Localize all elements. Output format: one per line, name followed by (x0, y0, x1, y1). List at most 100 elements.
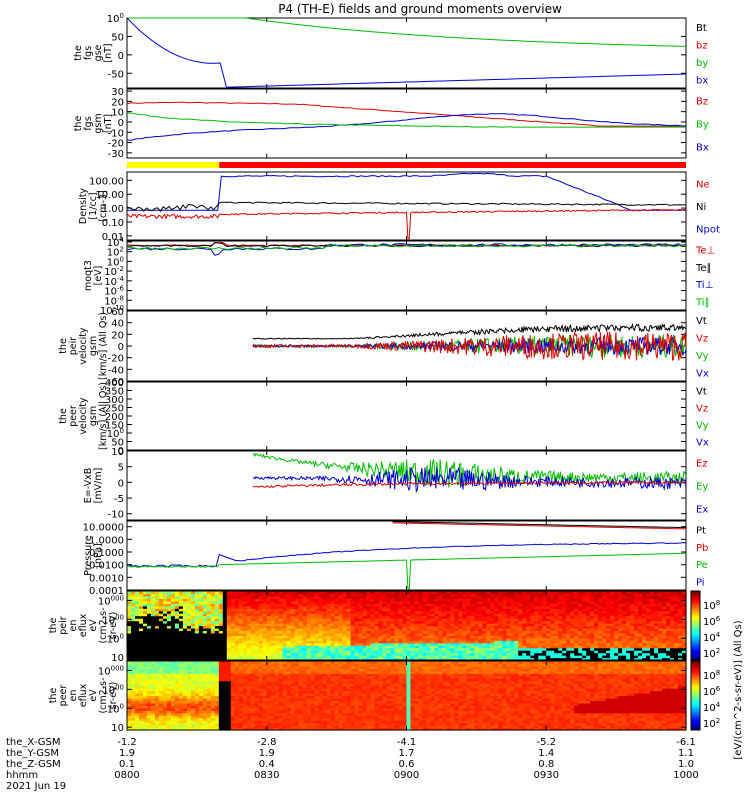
spectrogram-cell (670, 623, 675, 627)
spectrogram-cell (366, 603, 372, 607)
spectrogram-cell (618, 620, 623, 624)
spectrogram-cell (378, 635, 384, 639)
y-tick-label: 300 (105, 395, 124, 406)
spectrogram-cell (406, 630, 412, 634)
spectrogram-cell (554, 615, 559, 619)
spectrogram-cell (670, 657, 675, 661)
spectrogram-cell (214, 712, 220, 716)
spectrogram-cell (494, 598, 499, 602)
spectrogram-cell (178, 620, 184, 624)
spectrogram-cell (194, 720, 200, 724)
spectrogram-cell (226, 657, 232, 661)
spectrogram-cell (214, 655, 220, 659)
spectrogram-cell (586, 591, 591, 595)
spectrogram-cell (554, 598, 559, 602)
spectrogram-cell (146, 642, 152, 646)
spectrogram-cell (338, 637, 344, 641)
spectrogram-cell (154, 657, 160, 661)
spectrogram-cell (330, 623, 336, 627)
spectrogram-cell (314, 618, 320, 622)
spectrogram-cell (362, 632, 368, 636)
spectrogram-cell (142, 725, 148, 729)
spectrogram-cell (682, 650, 687, 654)
spectrogram-cell (294, 620, 300, 624)
spectrogram-cell (506, 595, 511, 599)
spectrogram-cell (134, 650, 140, 654)
spectrogram-cell (674, 635, 679, 639)
spectrogram-cell (218, 620, 224, 624)
spectrogram-cell (574, 647, 579, 651)
spectrogram-cell (354, 642, 360, 646)
spectrogram-cell (678, 595, 683, 599)
spectrogram-cell (214, 591, 220, 595)
spectrogram-cell (342, 618, 348, 622)
spectrogram-cell (682, 642, 687, 646)
spectrogram-cell (422, 613, 428, 617)
spectrogram-cell (162, 685, 168, 689)
spectrogram-cell (186, 683, 192, 687)
spectrogram-cell (422, 637, 428, 641)
spectrogram-cell (538, 657, 543, 661)
spectrogram-cell (246, 635, 252, 639)
spectrogram-cell (378, 642, 384, 646)
spectrogram-cell (186, 688, 192, 692)
spectrogram-cell (366, 652, 372, 656)
spectrogram-cell (482, 593, 487, 597)
spectrogram-cell (566, 613, 571, 617)
spectrogram-cell (530, 657, 535, 661)
spectrogram-cell (150, 693, 156, 697)
spectrogram-cell (542, 637, 547, 641)
spectrogram-cell (454, 598, 459, 602)
spectrogram-cell (258, 647, 264, 651)
spectrogram-cell (198, 623, 204, 627)
spectrogram-cell (422, 655, 428, 659)
spectrogram-cell (206, 697, 212, 702)
spectrogram-cell (234, 632, 240, 636)
spectrogram-cell (127, 675, 132, 679)
spectrogram-cell (190, 613, 196, 617)
spectrogram-cell (366, 625, 372, 629)
spectrogram-cell (194, 661, 200, 665)
spectrogram-cell (170, 635, 176, 639)
spectrogram-cell (218, 645, 224, 649)
spectrogram-cell (482, 598, 487, 602)
spectrogram-cell (354, 630, 360, 634)
spectrogram-cell (578, 620, 583, 624)
spectrogram-cell (290, 603, 296, 607)
spectrogram-cell (422, 620, 428, 624)
spectrogram-cell (298, 591, 304, 595)
spectrogram-cell (478, 642, 483, 646)
spectrogram-cell (506, 598, 511, 602)
spectrogram-cell (542, 657, 547, 661)
spectrogram-cell (394, 613, 400, 617)
spectrogram-cell (214, 605, 220, 609)
spectrogram-cell (546, 618, 551, 622)
spectrogram-cell (326, 655, 332, 659)
spectrogram-cell (162, 700, 168, 704)
spectrogram-cell (330, 655, 336, 659)
spectrogram-cell (186, 697, 192, 702)
spectrogram-cell (246, 615, 252, 619)
spectrogram-cell (282, 630, 288, 634)
spectrogram-cell (178, 727, 184, 731)
colorbar-cell (691, 637, 700, 640)
spectrogram-cell (450, 640, 456, 644)
spectrogram-cell (550, 610, 555, 614)
spectrogram-cell (450, 605, 456, 609)
spectrogram-cell (386, 642, 392, 646)
spectrogram-cell (198, 595, 204, 599)
spectrogram-cell (470, 610, 475, 614)
spectrogram-cell (146, 632, 152, 636)
spectrogram-cell (666, 615, 671, 619)
spectrogram-cell (594, 627, 599, 632)
spectrogram-cell (658, 630, 663, 634)
spectrogram-cell (374, 632, 380, 636)
spectrogram-cell (186, 632, 192, 636)
spectrogram-cell (302, 613, 308, 617)
spectrogram-cell (498, 652, 503, 656)
spectrogram-cell (346, 635, 352, 639)
spectrogram-cell (246, 645, 252, 649)
spectrogram-cell (314, 642, 320, 646)
spectrogram-cell (146, 595, 152, 599)
